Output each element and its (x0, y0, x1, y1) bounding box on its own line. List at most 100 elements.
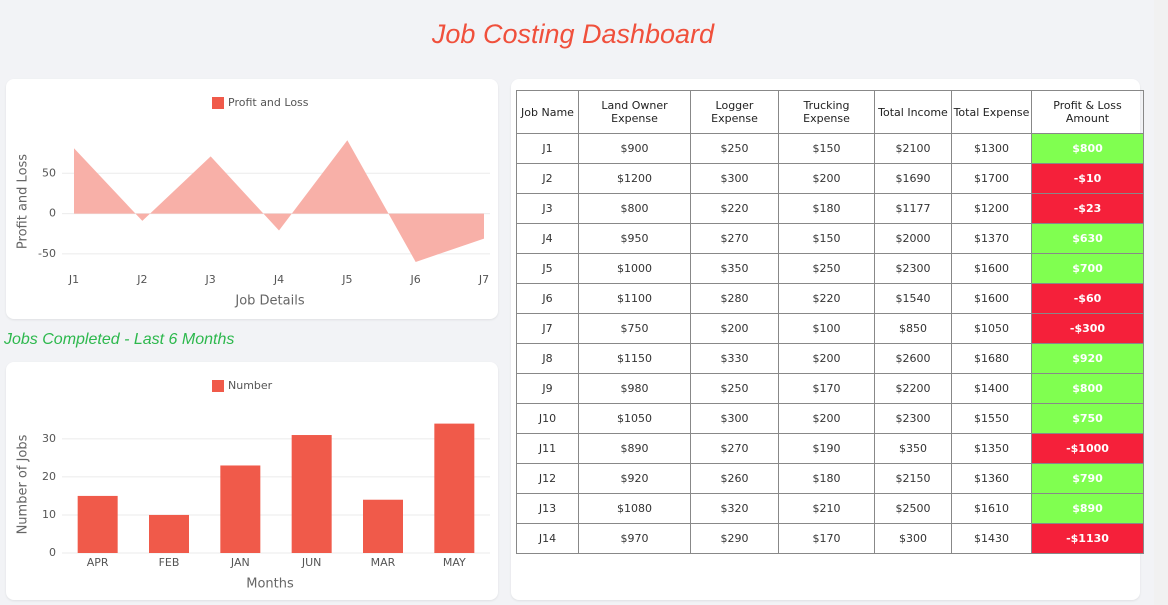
table-cell: $190 (778, 433, 875, 464)
table-cell: $750 (578, 313, 691, 344)
scrollbar[interactable] (1154, 0, 1168, 605)
x-tick-label: J3 (205, 273, 216, 286)
x-tick-label: J2 (136, 273, 147, 286)
table-cell: -$60 (1031, 283, 1144, 314)
table-cell: $300 (874, 523, 952, 554)
table-cell: -$1130 (1031, 523, 1144, 554)
bar (363, 499, 403, 553)
bar (220, 465, 261, 553)
x-axis-title: Job Details (234, 294, 304, 309)
table-row: J13 $1080 $320 $210 $2500 $1610 $890 (516, 493, 1144, 524)
table-cell: $250 (778, 253, 875, 284)
table-cell: J10 (516, 403, 579, 434)
table-cell: $1700 (951, 163, 1032, 194)
table-cell: $220 (778, 283, 875, 314)
table-cell: J4 (516, 223, 579, 254)
y-tick-label: 0 (49, 207, 56, 220)
table-row: J6 $1100 $280 $220 $1540 $1600 -$60 (516, 283, 1144, 314)
y-tick-label: -50 (38, 247, 56, 260)
table-cell: $1050 (951, 313, 1032, 344)
table-cell: $920 (578, 463, 691, 494)
table-cell: $320 (690, 493, 779, 524)
table-cell: $180 (778, 193, 875, 224)
table-cell: $290 (690, 523, 779, 554)
table-cell: $890 (1031, 493, 1144, 524)
x-tick-label: JAN (230, 556, 250, 569)
table-row: J8 $1150 $330 $200 $2600 $1680 $920 (516, 343, 1144, 374)
table-cell: $200 (690, 313, 779, 344)
table-cell: $2300 (874, 253, 952, 284)
table-cell: J7 (516, 313, 579, 344)
y-axis-title: Number of Jobs (16, 434, 31, 534)
table-cell: $250 (690, 373, 779, 404)
table-cell: $2200 (874, 373, 952, 404)
area (74, 140, 484, 262)
table-cell: $2500 (874, 493, 952, 524)
table-cell: J2 (516, 163, 579, 194)
column-header: Profit & Loss Amount (1031, 90, 1144, 134)
x-tick-label: J7 (478, 273, 489, 286)
table-cell: $1000 (578, 253, 691, 284)
table-cell: J3 (516, 193, 579, 224)
table-cell: $1360 (951, 463, 1032, 494)
section-title: Jobs Completed - Last 6 Months (4, 331, 235, 348)
y-tick-label: 30 (42, 432, 56, 445)
table-cell: $2100 (874, 133, 952, 164)
column-header: Trucking Expense (778, 90, 875, 134)
table-cell: $270 (690, 433, 779, 464)
table-cell: $750 (1031, 403, 1144, 434)
table-cell: $2000 (874, 223, 952, 254)
table-cell: J9 (516, 373, 579, 404)
table-cell: $350 (874, 433, 952, 464)
table-cell: $950 (578, 223, 691, 254)
bar (77, 495, 118, 553)
table-cell: $790 (1031, 463, 1144, 494)
table-cell: $280 (690, 283, 779, 314)
table-cell: $200 (778, 343, 875, 374)
table-cell: $1370 (951, 223, 1032, 254)
column-header: Logger Expense (690, 90, 779, 134)
x-tick-label: J1 (68, 273, 79, 286)
x-axis-title: Months (246, 577, 294, 592)
table-cell: $1430 (951, 523, 1032, 554)
table-row: J9 $980 $250 $170 $2200 $1400 $800 (516, 373, 1144, 404)
bar (149, 514, 189, 553)
table-cell: -$1000 (1031, 433, 1144, 464)
table-cell: $800 (578, 193, 691, 224)
x-tick-label: MAR (371, 556, 396, 569)
table-cell: $1540 (874, 283, 952, 314)
y-tick-label: 10 (42, 508, 56, 521)
legend-label: Number (228, 379, 273, 392)
table-cell: $1300 (951, 133, 1032, 164)
table-row: J10 $1050 $300 $200 $2300 $1550 $750 (516, 403, 1144, 434)
table-row: J4 $950 $270 $150 $2000 $1370 $630 (516, 223, 1144, 254)
table-cell: $1350 (951, 433, 1032, 464)
table-cell: $850 (874, 313, 952, 344)
x-tick-label: JUN (301, 556, 322, 569)
table-cell: $170 (778, 373, 875, 404)
table-cell: $220 (690, 193, 779, 224)
table-cell: $970 (578, 523, 691, 554)
table-cell: $1177 (874, 193, 952, 224)
bar (434, 423, 475, 553)
table-body: J1 $900 $250 $150 $2100 $1300 $800 J2 $1200 $300 $… (516, 133, 1144, 554)
x-tick-label: J6 (410, 273, 421, 286)
table-row: J7 $750 $200 $100 $850 $1050 -$300 (516, 313, 1144, 344)
table-cell: $900 (578, 133, 691, 164)
table-cell: $300 (690, 403, 779, 434)
table-cell: J6 (516, 283, 579, 314)
table-row: J11 $890 $270 $190 $350 $1350 -$1000 (516, 433, 1144, 464)
table-cell: J11 (516, 433, 579, 464)
table-cell: $2600 (874, 343, 952, 374)
x-tick-label: FEB (159, 556, 180, 569)
table-cell: $920 (1031, 343, 1144, 374)
table-cell: $630 (1031, 223, 1144, 254)
table-cell: $1690 (874, 163, 952, 194)
table-cell: J14 (516, 523, 579, 554)
x-tick-label: J4 (273, 273, 284, 286)
table-cell: $1080 (578, 493, 691, 524)
table-row: J12 $920 $260 $180 $2150 $1360 $790 (516, 463, 1144, 494)
x-tick-label: J5 (341, 273, 352, 286)
column-header: Total Income (874, 90, 952, 134)
